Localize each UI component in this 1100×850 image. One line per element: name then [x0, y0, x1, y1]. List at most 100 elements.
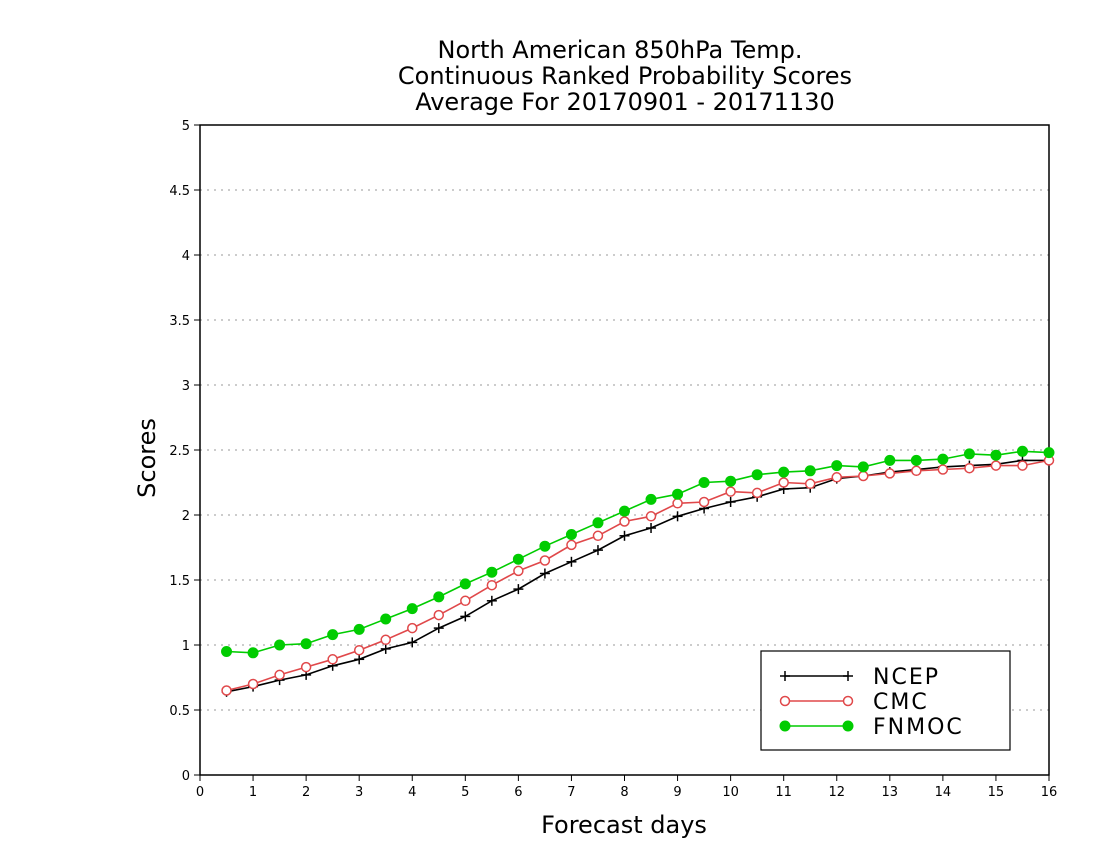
ncep-point: [566, 556, 577, 567]
series-fnmoc: [221, 445, 1055, 659]
ncep-point: [725, 497, 736, 507]
y-tick-label: 1: [182, 639, 190, 654]
y-tick-label: 4: [182, 249, 190, 264]
fnmoc-point: [221, 646, 233, 657]
y-tick-label: 5: [182, 119, 190, 134]
cmc-point: [539, 555, 551, 566]
legend-label-cmc: CMC: [873, 690, 929, 715]
legend-cmc-left-point: [779, 695, 791, 707]
cmc-point: [964, 462, 975, 474]
x-tick-label: 3: [355, 785, 363, 800]
x-tick-label: 13: [882, 785, 899, 800]
fnmoc-point: [327, 629, 339, 641]
y-tick-label: 3: [182, 379, 190, 394]
fnmoc-point: [937, 453, 949, 465]
y-axis-title: Scores: [133, 418, 161, 498]
y-tick-label: 2: [182, 509, 190, 524]
ncep-point: [672, 511, 683, 522]
fnmoc-point: [512, 553, 524, 565]
ncep-point: [354, 654, 365, 665]
cmc-point: [619, 516, 630, 527]
fnmoc-point: [433, 591, 445, 603]
ncep-point: [539, 568, 550, 579]
cmc-point: [247, 678, 259, 690]
fnmoc-point: [884, 454, 896, 466]
fnmoc-point: [1043, 447, 1055, 459]
cmc-point: [486, 579, 498, 591]
fnmoc-point: [804, 465, 816, 477]
ncep-point: [592, 545, 603, 556]
x-tick-label: 5: [461, 785, 469, 800]
cmc-point: [513, 565, 524, 577]
y-tick-label: 2.5: [169, 444, 190, 459]
legend-item-cmc: CMC: [779, 690, 929, 715]
fnmoc-point: [725, 475, 737, 487]
legend-label-fnmoc: FNMOC: [873, 715, 964, 740]
series-layer: [221, 445, 1055, 697]
fnmoc-point: [645, 493, 657, 505]
fnmoc-point: [247, 647, 259, 659]
fnmoc-point: [486, 566, 498, 578]
fnmoc-point: [565, 529, 577, 540]
legend-fnmoc-left-point: [779, 720, 791, 732]
legend-cmc-right-point: [842, 695, 854, 707]
ncep-point: [513, 584, 524, 595]
cmc-point: [327, 654, 338, 665]
cmc-point: [672, 498, 683, 509]
fnmoc-point: [619, 505, 630, 517]
chart-title-line-2: Continuous Ranked Probability Scores: [398, 62, 852, 90]
ncep-point: [619, 530, 630, 541]
x-tick-label: 8: [620, 785, 628, 800]
cmc-point: [725, 486, 736, 497]
x-tick-label: 16: [1041, 785, 1058, 800]
y-tick-label: 1.5: [169, 574, 190, 589]
x-tick-label: 4: [408, 785, 416, 800]
cmc-point: [274, 669, 285, 681]
x-tick-label: 10: [722, 785, 739, 800]
cmc-point: [353, 644, 365, 656]
x-tick-label: 9: [673, 785, 681, 800]
y-tick-label: 0: [182, 769, 190, 784]
ncep-point: [460, 611, 471, 622]
cmc-point: [407, 622, 418, 634]
cmc-point: [858, 470, 869, 482]
x-tick-label: 14: [935, 785, 952, 800]
x-tick-label: 7: [567, 785, 575, 800]
grid: [200, 189, 1049, 711]
cmc-point: [1017, 460, 1028, 471]
ncep-point: [646, 523, 657, 533]
cmc-point: [884, 468, 896, 479]
fnmoc-point: [1016, 445, 1028, 457]
fnmoc-point: [274, 639, 286, 651]
ncep-point: [380, 643, 391, 654]
x-tick-label: 15: [988, 785, 1005, 800]
series-cmc: [221, 455, 1055, 696]
x-tick-label: 6: [514, 785, 522, 800]
ncep-point: [433, 623, 444, 634]
cmc-point: [300, 661, 312, 673]
cmc-point: [221, 685, 232, 696]
x-tick-label: 0: [196, 785, 204, 800]
cmc-point: [460, 595, 471, 607]
legend-label-ncep: NCEP: [873, 665, 940, 690]
fnmoc-point: [300, 638, 312, 650]
fnmoc-point: [539, 540, 551, 552]
legend-fnmoc-right-point: [842, 720, 854, 732]
fnmoc-point: [406, 603, 418, 615]
cmc-point: [566, 539, 577, 551]
fnmoc-point: [910, 454, 922, 466]
cmc-point: [751, 487, 763, 499]
ncep-point: [486, 595, 497, 606]
fnmoc-point: [459, 578, 471, 590]
cmc-point: [698, 496, 710, 508]
cmc-point: [804, 478, 816, 490]
cmc-point: [380, 634, 391, 646]
fnmoc-point: [857, 461, 869, 473]
cmc-point: [831, 472, 842, 483]
legend-item-ncep: NCEP: [780, 665, 940, 690]
x-tick-label: 2: [302, 785, 310, 800]
series-line-fnmoc: [226, 450, 1050, 654]
legend-ncep-left-point: [780, 671, 790, 681]
